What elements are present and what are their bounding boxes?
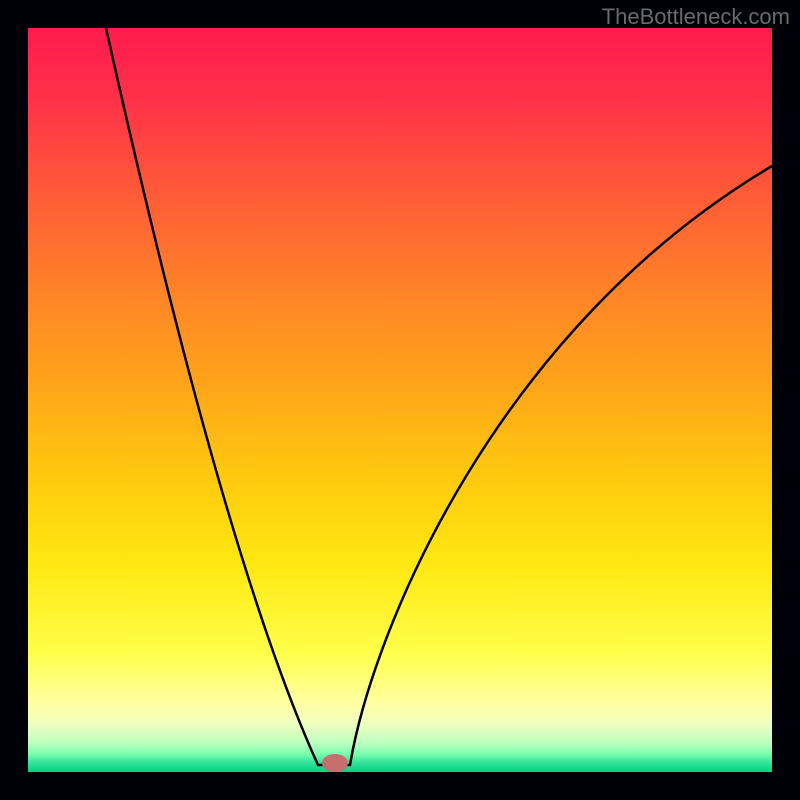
plot-frame xyxy=(28,28,772,772)
optimum-marker xyxy=(322,754,348,772)
watermark-text: TheBottleneck.com xyxy=(602,4,790,30)
chart-container: TheBottleneck.com xyxy=(0,0,800,800)
bottleneck-curve xyxy=(28,28,772,772)
